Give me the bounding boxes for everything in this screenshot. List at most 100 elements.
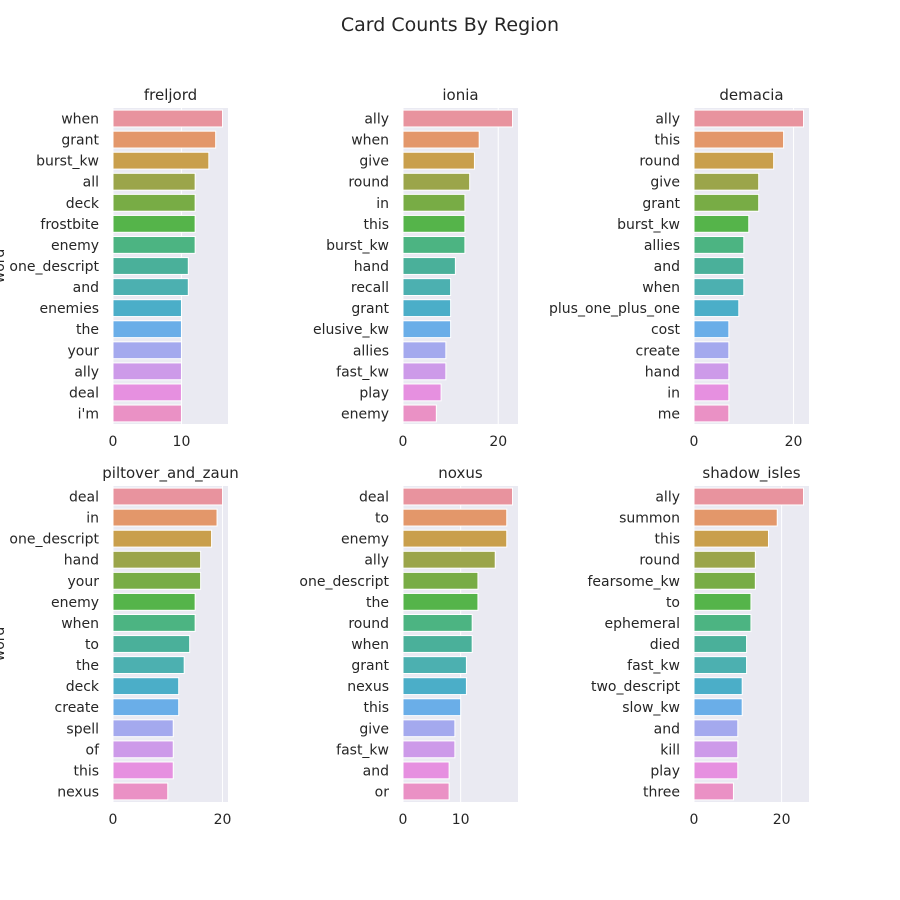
tick-label-y: to	[85, 637, 99, 653]
bar-this	[402, 698, 462, 717]
tick-label-x: 0	[109, 812, 118, 828]
tick-label-y: spell	[66, 721, 99, 737]
tick-label-y: of	[86, 742, 101, 758]
bar-slow_kw	[693, 698, 743, 717]
bar-cost	[693, 320, 730, 339]
tick-label-y: the	[76, 658, 99, 674]
bar-died	[693, 635, 748, 653]
tick-label-y: to	[375, 511, 389, 527]
tick-label-y: fast_kw	[336, 742, 389, 758]
bar-one_descript	[112, 257, 189, 275]
tick-label-y: enemies	[39, 301, 99, 317]
bar-or	[402, 782, 450, 801]
bar-enemy	[402, 529, 508, 548]
tick-label-y: me	[658, 406, 680, 422]
bar-the	[112, 656, 185, 674]
tick-label-y: frostbite	[40, 217, 99, 233]
tick-label-x: 0	[399, 812, 408, 828]
subplot-title: demacia	[719, 86, 783, 104]
tick-label-y: deck	[66, 196, 100, 212]
tick-label-y: ally	[655, 112, 680, 128]
tick-label-y: fearsome_kw	[587, 574, 680, 590]
bar-give	[693, 172, 760, 191]
tick-label-y: in	[376, 196, 389, 212]
tick-label-x: 20	[214, 812, 232, 828]
bar-and	[693, 257, 745, 275]
bar-this	[693, 130, 785, 149]
bar-when	[112, 109, 224, 128]
tick-label-y: play	[359, 385, 389, 401]
bar-ally	[693, 487, 805, 506]
tick-label-x: 20	[785, 434, 803, 450]
bar-allies	[402, 341, 447, 360]
tick-label-y: slow_kw	[622, 700, 680, 716]
bar-grant	[693, 193, 760, 212]
axis-label-y: word	[0, 627, 8, 661]
tick-label-y: one_descript	[299, 574, 389, 590]
tick-label-y: deck	[66, 679, 100, 695]
bar-deck	[112, 677, 180, 696]
bar-one_descript	[112, 529, 213, 548]
tick-label-y: elusive_kw	[313, 322, 389, 338]
bar-of	[112, 740, 174, 759]
bar-all	[112, 172, 196, 191]
tick-label-y: or	[375, 784, 390, 800]
tick-label-y: ally	[74, 364, 99, 380]
bar-summon	[693, 508, 778, 527]
bar-deck	[112, 193, 196, 212]
subplot-title: noxus	[438, 464, 483, 482]
tick-label-y: plus_one_plus_one	[549, 301, 680, 317]
bar-to	[112, 635, 191, 653]
bar-burst_kw	[402, 236, 466, 254]
tick-label-x: 20	[773, 812, 791, 828]
bar-recall	[402, 278, 452, 296]
tick-label-y: this	[654, 133, 680, 149]
tick-label-y: grant	[351, 658, 389, 674]
bar-the	[112, 320, 182, 339]
bar-round	[402, 172, 471, 191]
bar-kill	[693, 740, 739, 759]
tick-label-y: create	[636, 343, 680, 359]
bar-round	[402, 614, 473, 632]
tick-label-y: grant	[61, 133, 99, 149]
bar-fast_kw	[402, 740, 456, 759]
subplot-title: freljord	[144, 86, 197, 104]
subplot-ionia: ionia ally when give round in this burst_kwhand…	[313, 86, 518, 450]
tick-label-y: deal	[69, 490, 99, 506]
bar-enemy	[112, 592, 196, 611]
tick-label-y: play	[650, 763, 680, 779]
tick-label-y: nexus	[347, 679, 389, 695]
bar-when	[402, 635, 473, 653]
bar-burst_kw	[112, 151, 210, 170]
bar-ephemeral	[693, 614, 752, 632]
axis-label-y: word	[0, 249, 8, 283]
tick-label-y: round	[639, 154, 680, 170]
bar-this	[402, 214, 466, 233]
tick-label-y: this	[363, 700, 389, 716]
tick-label-y: the	[366, 595, 389, 611]
tick-label-y: deal	[359, 490, 389, 506]
tick-label-y: all	[83, 175, 99, 191]
bar-ally	[112, 362, 182, 381]
bar-burst_kw	[693, 214, 750, 233]
tick-label-y: died	[650, 637, 680, 653]
bar-give	[402, 151, 475, 170]
tick-label-y: recall	[351, 280, 389, 296]
tick-label-y: round	[348, 175, 389, 191]
tick-label-y: round	[348, 616, 389, 632]
tick-label-y: this	[363, 217, 389, 233]
tick-label-y: kill	[660, 742, 680, 758]
tick-label-y: cost	[651, 322, 681, 338]
bar-three	[693, 782, 734, 801]
tick-label-y: and	[73, 280, 99, 296]
bar-when	[402, 130, 480, 149]
tick-label-y: grant	[642, 196, 680, 212]
subplot-demacia: demacia ally this round give grant burst_kwall…	[549, 86, 809, 450]
tick-label-y: the	[76, 322, 99, 338]
tick-label-y: when	[61, 112, 99, 128]
bar-your	[112, 341, 182, 360]
bar-the	[402, 592, 479, 611]
bar-deal	[112, 487, 224, 506]
